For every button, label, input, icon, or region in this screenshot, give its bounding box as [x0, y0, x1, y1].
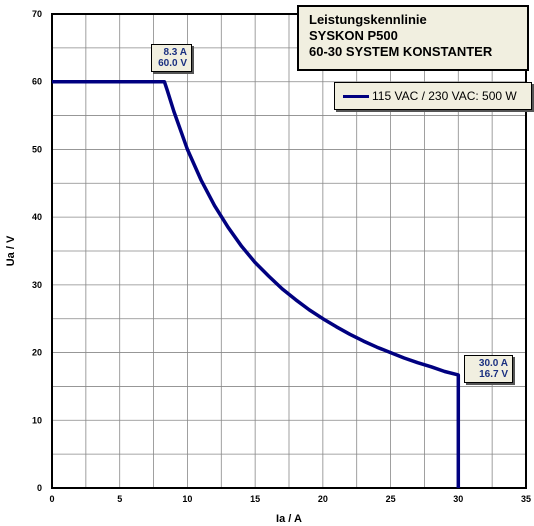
x-tick-label: 30: [453, 494, 463, 504]
annotation-current: 30.0 A: [478, 358, 508, 369]
annotation-voltage: 60.0 V: [158, 58, 187, 69]
x-tick-label: 10: [182, 494, 192, 504]
annotation-voltage: 16.7 V: [479, 369, 508, 380]
x-tick-label: 35: [521, 494, 531, 504]
chart-title-line-2: SYSKON P500: [309, 28, 398, 43]
data-annotation-end: 30.0 A 16.7 V: [464, 355, 513, 383]
series-line: [52, 79, 461, 488]
series-layer: [52, 79, 461, 488]
y-tick-label: 40: [32, 212, 42, 222]
legend-swatch: [343, 94, 369, 98]
axis-ticks: 0 5 10 15 20 25 30 35 0 10 20 30 40 50 60 70: [32, 9, 531, 504]
chart-title-line-3: 60-30 SYSTEM KONSTANTER: [309, 44, 493, 59]
x-tick-label: 0: [49, 494, 54, 504]
legend: 115 VAC / 230 VAC: 500 W: [334, 82, 532, 110]
y-tick-label: 20: [32, 348, 42, 358]
y-tick-label: 50: [32, 144, 42, 154]
chart-title-line-1: Leistungskennlinie: [309, 12, 427, 27]
y-tick-label: 0: [37, 483, 42, 493]
y-axis-label: Ua / V: [5, 235, 17, 266]
x-tick-label: 5: [117, 494, 122, 504]
y-tick-label: 30: [32, 280, 42, 290]
chart-title-box: Leistungskennlinie SYSKON P500 60-30 SYS…: [297, 5, 529, 71]
legend-entry: 115 VAC / 230 VAC: 500 W: [372, 89, 517, 103]
x-axis-label: Ia / A: [276, 513, 302, 525]
plot-frame: [51, 13, 527, 489]
data-annotation-knee: 8.3 A 60.0 V: [151, 44, 192, 72]
x-tick-label: 15: [250, 494, 260, 504]
annotation-current: 8.3 A: [163, 47, 187, 58]
x-tick-label: 25: [386, 494, 396, 504]
x-tick-label: 20: [318, 494, 328, 504]
y-tick-label: 10: [32, 415, 42, 425]
y-tick-label: 70: [32, 9, 42, 19]
y-tick-label: 60: [32, 77, 42, 87]
